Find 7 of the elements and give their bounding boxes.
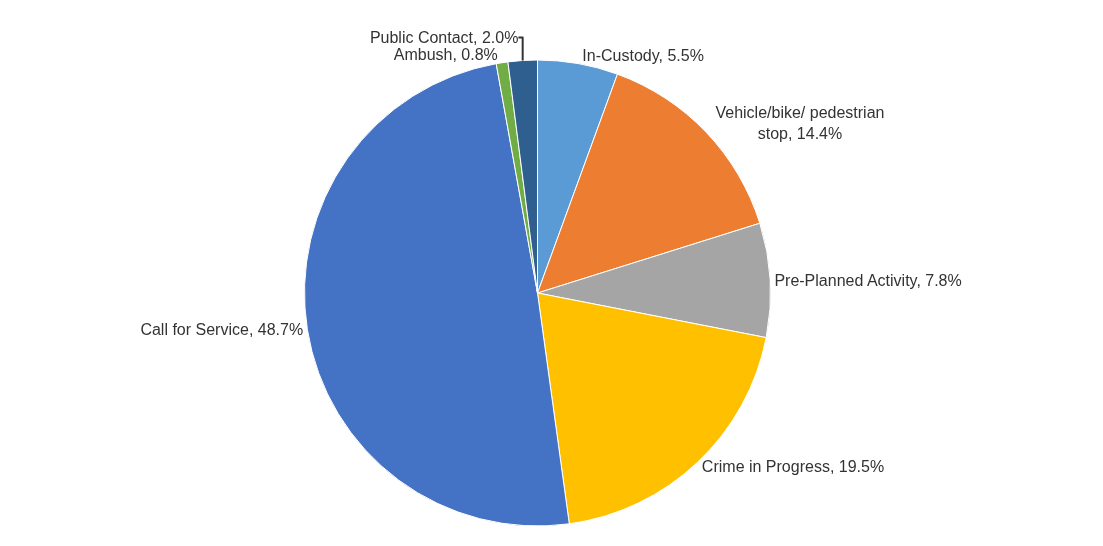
slice-label: Pre-Planned Activity, 7.8% [774, 271, 962, 289]
slice-label: In-Custody, 5.5% [582, 46, 704, 64]
slice-label: Public Contact, 2.0% [369, 28, 519, 46]
slice-label: Vehicle/bike/ pedestrian stop, 14.4% [715, 104, 885, 142]
slice-label: Ambush, 0.8% [393, 45, 498, 63]
slice-label: Call for Service, 48.7% [140, 321, 304, 339]
slice-label: Crime in Progress, 19.5% [701, 458, 885, 476]
